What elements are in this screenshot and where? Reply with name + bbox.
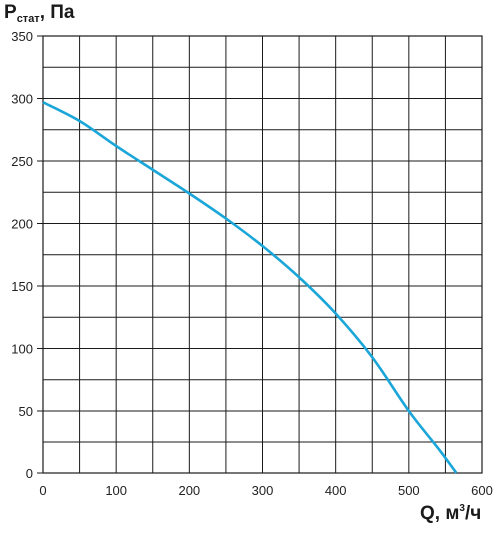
- x-tick-label: 0: [39, 483, 46, 498]
- x-tick-label: 300: [252, 483, 274, 498]
- y-axis-title-subscript: стат: [16, 13, 40, 25]
- x-tick-label: 200: [178, 483, 200, 498]
- y-tick-label: 0: [26, 466, 33, 481]
- plot-frame: [42, 35, 483, 474]
- y-tick-label: 300: [11, 92, 33, 107]
- y-tick-label: 150: [11, 279, 33, 294]
- y-tick-label: 250: [11, 154, 33, 169]
- y-tick-label: 100: [11, 342, 33, 357]
- x-tick-label: 100: [105, 483, 127, 498]
- y-axis-title-unit: , Па: [39, 2, 75, 23]
- x-tick-label: 500: [398, 483, 420, 498]
- x-tick-label: 600: [471, 483, 493, 498]
- y-axis-title-main: P: [4, 2, 17, 23]
- x-axis-title-unit: /ч: [464, 503, 482, 524]
- y-tick-label: 350: [11, 29, 33, 44]
- y-tick-label: 50: [19, 404, 33, 419]
- x-axis-title: Q, м3/ч: [420, 503, 481, 525]
- x-tick-label: 400: [325, 483, 347, 498]
- y-axis-title: Pстат, Па: [4, 2, 74, 25]
- series-line: [42, 101, 458, 474]
- x-axis-title-superscript: 3: [459, 503, 465, 514]
- x-axis-title-main: Q, м: [420, 503, 460, 524]
- y-tick-label: 200: [11, 217, 33, 232]
